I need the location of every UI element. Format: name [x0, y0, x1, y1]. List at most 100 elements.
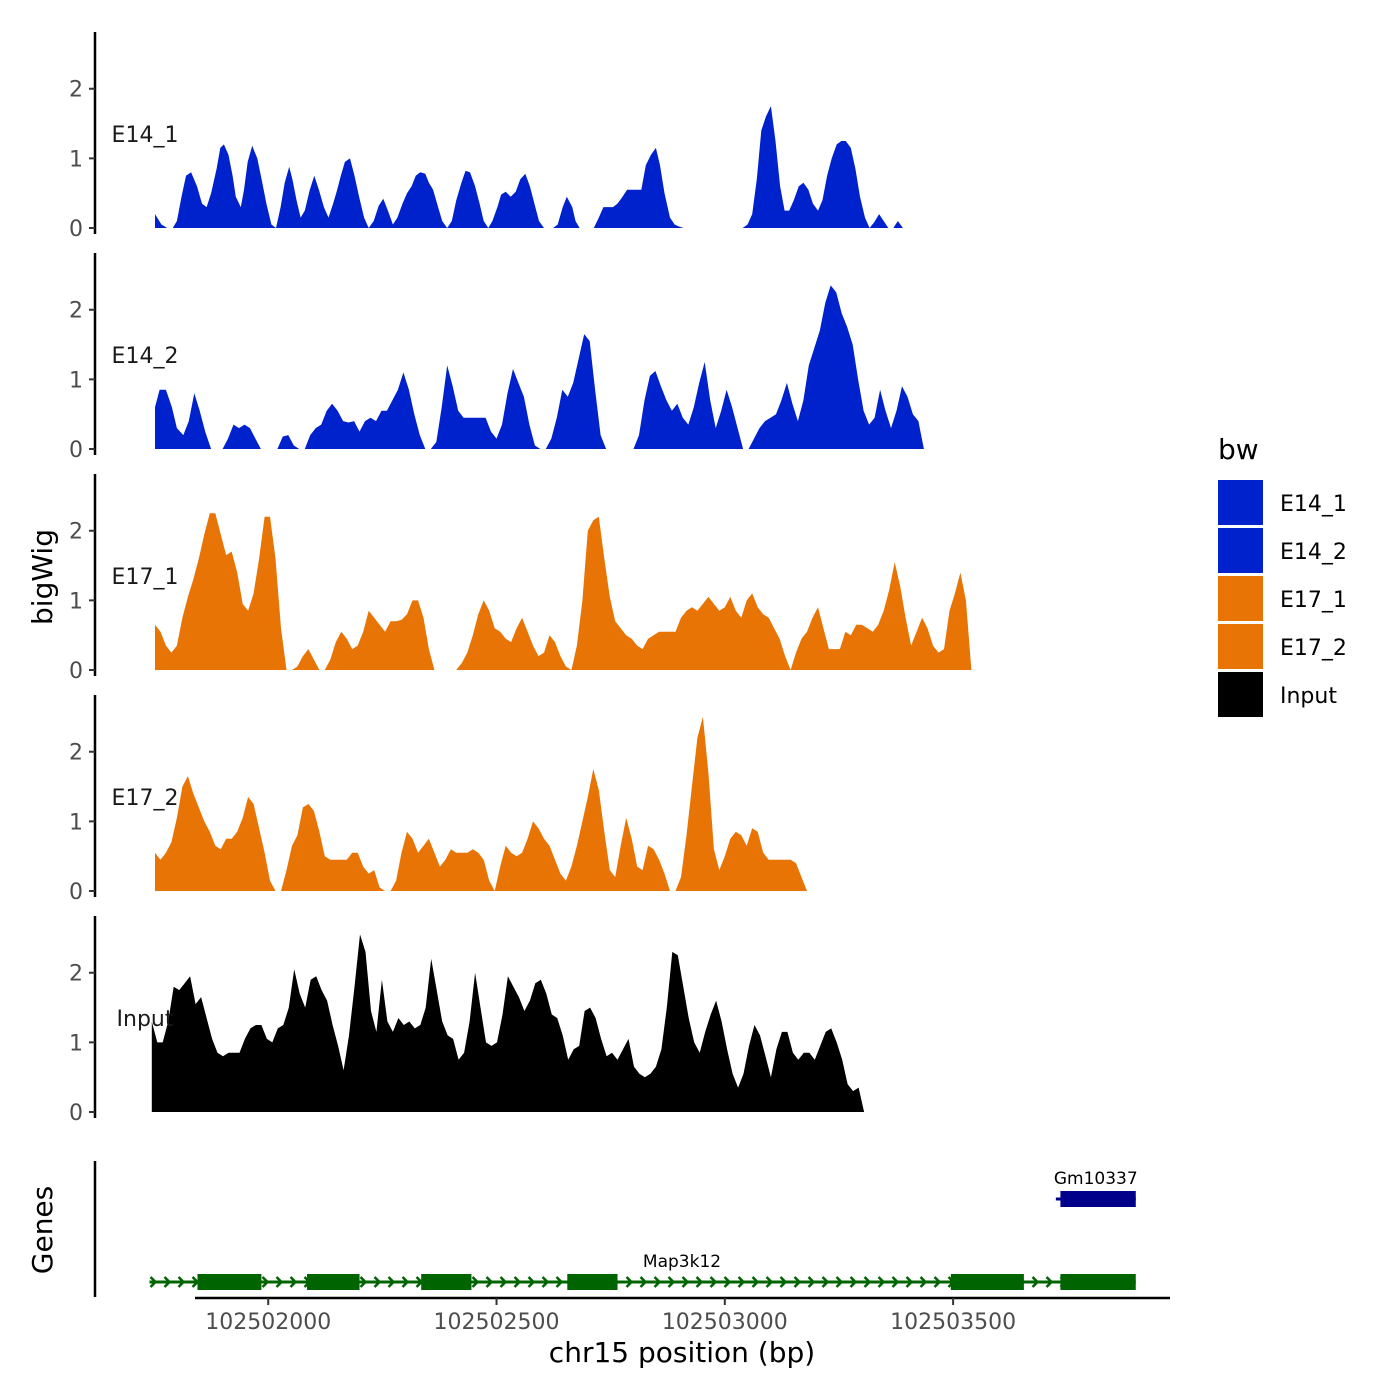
y-tick-label: 0 [69, 1101, 83, 1126]
genes-track: Gm10337 Map3k12 [93, 1161, 1138, 1297]
legend-swatch-Input [1218, 672, 1263, 717]
exon [1060, 1191, 1136, 1207]
genes-axis-title: Genes [26, 1186, 59, 1274]
strand-arrow [793, 1276, 802, 1288]
gene-label-Gm10337: Gm10337 [1054, 1169, 1138, 1189]
y-tick-label: 0 [69, 217, 83, 242]
gene-Gm10337: Gm10337 [1054, 1169, 1138, 1207]
y-tick-label: 2 [69, 520, 83, 545]
y-tick-label: 0 [69, 438, 83, 463]
strand-arrow [485, 1276, 494, 1288]
strand-arrow [261, 1276, 270, 1288]
strand-arrow [541, 1276, 550, 1288]
exon [421, 1274, 472, 1290]
signal-area-E14_1 [155, 106, 1134, 228]
y-tick-label: 2 [69, 962, 83, 987]
strand-arrow [359, 1276, 368, 1288]
signal-area-E17_2 [155, 716, 1136, 891]
exon [307, 1274, 360, 1290]
exon [197, 1274, 262, 1290]
strand-arrow [527, 1276, 536, 1288]
legend-label-E14_1: E14_1 [1280, 492, 1347, 517]
signal-area-E17_1 [155, 513, 1131, 670]
y-tick-label: 2 [69, 299, 83, 324]
strand-arrow [863, 1276, 872, 1288]
x-tick-label: 102503500 [890, 1310, 1016, 1335]
x-axis: 102502000 102502500 102503000 102503500 [195, 1296, 1170, 1335]
strand-arrow [667, 1276, 676, 1288]
y-tick-label: 2 [69, 741, 83, 766]
strand-arrow [695, 1276, 704, 1288]
strand-arrow [933, 1276, 942, 1288]
track-label-E14_1: E14_1 [112, 123, 179, 148]
track-label-E14_2: E14_2 [112, 344, 179, 369]
track-E14_1: 0 1 2 E14_1 [69, 32, 1134, 242]
strand-arrow [821, 1276, 830, 1288]
track-Input: 0 1 2 Input [69, 916, 1133, 1126]
exon [567, 1274, 618, 1290]
legend: bw E14_1 E14_2 E17_1 E17_2 Input [1218, 433, 1347, 717]
track-label-Input: Input [117, 1007, 174, 1032]
x-tick-label: 102502500 [434, 1310, 560, 1335]
track-E14_2: 0 1 2 E14_2 [69, 253, 1122, 463]
strand-arrow [765, 1276, 774, 1288]
legend-label-E14_2: E14_2 [1280, 540, 1347, 565]
strand-arrow [401, 1276, 410, 1288]
strand-arrow [149, 1276, 158, 1288]
strand-arrow [1031, 1276, 1040, 1288]
strand-arrow [373, 1276, 382, 1288]
signal-area-E14_2 [155, 285, 1122, 449]
strand-arrow [709, 1276, 718, 1288]
strand-arrow [1045, 1276, 1054, 1288]
track-E17_1: 0 1 2 E17_1 [69, 474, 1131, 684]
legend-label-E17_2: E17_2 [1280, 636, 1347, 661]
strand-arrow [653, 1276, 662, 1288]
strand-arrow [163, 1276, 172, 1288]
strand-arrow [499, 1276, 508, 1288]
exon [950, 1274, 1024, 1290]
gene-label-Map3k12: Map3k12 [643, 1252, 721, 1272]
track-label-E17_1: E17_1 [112, 565, 179, 590]
strand-arrow [919, 1276, 928, 1288]
strand-arrow [807, 1276, 816, 1288]
legend-title: bw [1218, 433, 1259, 466]
track-E17_2: 0 1 2 E17_2 [69, 695, 1136, 905]
strand-arrow [891, 1276, 900, 1288]
gene-Map3k12: Map3k12 [149, 1252, 1136, 1290]
strand-arrow [289, 1276, 298, 1288]
strand-arrow [723, 1276, 732, 1288]
strand-arrow [877, 1276, 886, 1288]
y-tick-label: 1 [69, 147, 83, 172]
strand-arrow [905, 1276, 914, 1288]
tracks: 0 1 2 E14_1 0 1 2 E14_2 0 1 2 E17_1 0 1 2 E17_2 0 1 2 Input [69, 32, 1136, 1126]
strand-arrow [849, 1276, 858, 1288]
legend-label-Input: Input [1280, 684, 1337, 709]
strand-arrow [625, 1276, 634, 1288]
strand-arrow [513, 1276, 522, 1288]
x-axis-title: chr15 position (bp) [549, 1336, 815, 1369]
track-label-E17_2: E17_2 [112, 786, 179, 811]
strand-arrow [387, 1276, 396, 1288]
y-tick-label: 2 [69, 78, 83, 103]
y-tick-label: 1 [69, 810, 83, 835]
y-axis-title: bigWig [26, 529, 59, 625]
strand-arrow [835, 1276, 844, 1288]
signal-area-Input [151, 934, 1133, 1112]
y-tick-label: 0 [69, 880, 83, 905]
legend-swatch-E17_2 [1218, 624, 1263, 669]
strand-arrow [681, 1276, 690, 1288]
y-tick-label: 1 [69, 1031, 83, 1056]
y-tick-label: 1 [69, 589, 83, 614]
strand-arrow [471, 1276, 480, 1288]
legend-swatch-E14_2 [1218, 528, 1263, 573]
y-tick-label: 1 [69, 368, 83, 393]
exon [1060, 1274, 1136, 1290]
strand-arrow [275, 1276, 284, 1288]
strand-arrow [555, 1276, 564, 1288]
strand-arrow [751, 1276, 760, 1288]
legend-swatch-E14_1 [1218, 480, 1263, 525]
y-tick-label: 0 [69, 659, 83, 684]
legend-label-E17_1: E17_1 [1280, 588, 1347, 613]
strand-arrow [177, 1276, 186, 1288]
